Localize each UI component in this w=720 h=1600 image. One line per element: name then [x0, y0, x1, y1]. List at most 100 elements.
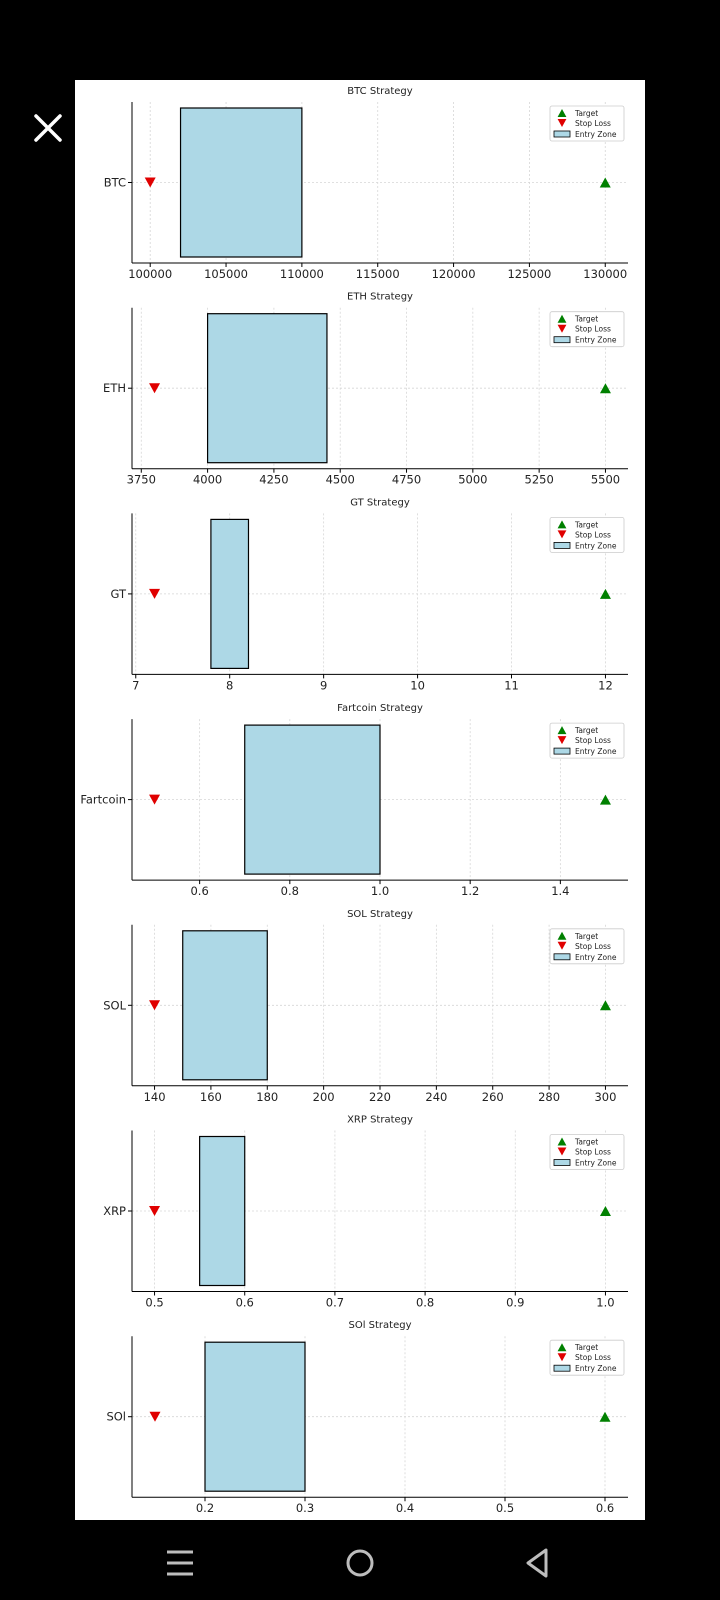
x-tick-label: 0.7 — [326, 1296, 344, 1310]
entry-zone-bar — [199, 1135, 246, 1287]
x-tick-label: 240 — [425, 1090, 447, 1104]
legend-stop-loss-marker — [557, 530, 567, 539]
stop-loss-marker — [149, 1206, 161, 1216]
x-tick-label: 0.8 — [416, 1296, 434, 1310]
x-tick-label: 1.0 — [371, 884, 389, 898]
legend-target-label: Target — [574, 726, 598, 735]
strategy-panel-sol: SOL Strategy SOL 140 160 180 200 220 240 260 280 3… — [103, 909, 628, 1104]
x-tick-label: 300 — [594, 1090, 616, 1104]
x-tick-label: 110000 — [280, 267, 324, 281]
x-tick-label: 7 — [132, 678, 139, 692]
chart-title: SOL Strategy — [347, 909, 413, 920]
entry-zone-bar — [210, 518, 250, 669]
y-tick-label: BTC — [104, 176, 126, 190]
legend-entry-zone-swatch — [553, 1159, 571, 1166]
legend-entry-zone-label: Entry Zone — [575, 747, 617, 756]
x-tick-label: 130000 — [583, 267, 627, 281]
x-tick-label: 0.6 — [596, 1501, 614, 1515]
x-tick-label: 4500 — [326, 473, 355, 487]
x-tick-label: 8 — [226, 678, 233, 692]
legend-stop-loss-marker — [557, 1353, 567, 1362]
legend-entry-zone-swatch — [553, 130, 571, 138]
y-tick-label: SOl — [106, 1410, 126, 1424]
x-tick-label: 0.2 — [196, 1501, 214, 1515]
y-tick-label: GT — [110, 587, 127, 601]
legend-target-marker — [557, 726, 567, 735]
x-tick-label: 4000 — [193, 473, 222, 487]
legend-entry-zone-label: Entry Zone — [575, 130, 617, 139]
legend-stop-loss-label: Stop Loss — [575, 1353, 611, 1362]
target-marker — [599, 177, 611, 188]
legend-target-label: Target — [574, 520, 598, 529]
home-icon — [346, 1549, 374, 1577]
x-tick-label: 0.8 — [281, 884, 299, 898]
strategy-panel-btc: BTC Strategy BTC 100000 105000 110000 115000 1… — [104, 86, 628, 281]
stop-loss-marker — [149, 794, 161, 805]
chart-title: BTC Strategy — [347, 86, 412, 97]
close-icon — [34, 114, 62, 142]
x-tick-label: 11 — [504, 678, 519, 692]
legend-stop-loss-marker — [557, 736, 567, 745]
strategy-panel-fartcoin: Fartcoin Strategy Fartcoin 0.6 0.8 1.0 1.2 1.4… — [80, 703, 628, 898]
x-tick-label: 0.4 — [396, 1501, 414, 1515]
recents-icon — [167, 1550, 193, 1576]
x-tick-label: 180 — [256, 1090, 278, 1104]
x-tick-label: 0.5 — [145, 1296, 163, 1310]
x-tick-label: 120000 — [432, 267, 476, 281]
x-tick-label: 0.6 — [236, 1296, 254, 1310]
stop-loss-marker — [149, 1411, 161, 1422]
legend-entry-zone-label: Entry Zone — [575, 541, 617, 550]
x-tick-label: 200 — [313, 1090, 335, 1104]
back-button[interactable] — [513, 1538, 563, 1588]
x-tick-label: 5000 — [458, 473, 487, 487]
legend-target-marker — [557, 109, 567, 117]
legend-stop-loss-label: Stop Loss — [575, 119, 611, 128]
legend-entry-zone-swatch — [553, 747, 571, 755]
x-tick-label: 140 — [144, 1090, 166, 1104]
legend-target-label: Target — [574, 315, 598, 324]
recents-button[interactable] — [155, 1538, 205, 1588]
entry-zone-bar — [204, 1341, 306, 1492]
x-tick-label: 260 — [482, 1090, 504, 1104]
entry-zone-bar — [244, 724, 381, 875]
close-button[interactable] — [28, 108, 68, 148]
stop-loss-marker — [149, 1000, 161, 1011]
home-button[interactable] — [335, 1538, 385, 1588]
chart-title: XRP Strategy — [347, 1115, 413, 1126]
target-marker — [599, 794, 611, 805]
y-tick-label: ETH — [103, 381, 126, 395]
legend-stop-loss-label: Stop Loss — [575, 1148, 611, 1157]
x-tick-label: 10 — [410, 678, 425, 692]
legend-stop-loss-label: Stop Loss — [575, 942, 611, 951]
y-tick-label: Fartcoin — [80, 793, 126, 807]
x-tick-label: 220 — [369, 1090, 391, 1104]
legend-entry-zone-swatch — [553, 541, 571, 549]
target-marker — [599, 383, 611, 394]
target-marker — [599, 1411, 611, 1422]
x-tick-label: 5250 — [525, 473, 554, 487]
legend-stop-loss-label: Stop Loss — [575, 736, 611, 745]
legend-entry-zone-label: Entry Zone — [575, 1364, 617, 1373]
legend-stop-loss-marker — [557, 324, 567, 333]
stop-loss-marker — [149, 383, 161, 394]
x-tick-label: 0.9 — [506, 1296, 524, 1310]
chart-image[interactable]: BTC Strategy BTC 100000 105000 110000 115000 1… — [75, 80, 645, 1520]
back-icon — [526, 1548, 548, 1578]
x-tick-label: 0.3 — [296, 1501, 314, 1515]
legend-entry-zone-label: Entry Zone — [575, 1159, 617, 1168]
legend-target-marker — [557, 520, 567, 529]
legend-entry-zone-label: Entry Zone — [575, 336, 617, 345]
legend-target-marker — [557, 1343, 567, 1352]
legend-target-marker — [557, 314, 567, 323]
x-tick-label: 1.0 — [596, 1296, 614, 1310]
system-nav-bar — [0, 1526, 720, 1600]
chart-title: Fartcoin Strategy — [337, 703, 423, 714]
strategy-panel-xrp: XRP Strategy XRP 0.5 0.6 0.7 0.8 0.9 1.0 TargetS… — [103, 1115, 628, 1310]
